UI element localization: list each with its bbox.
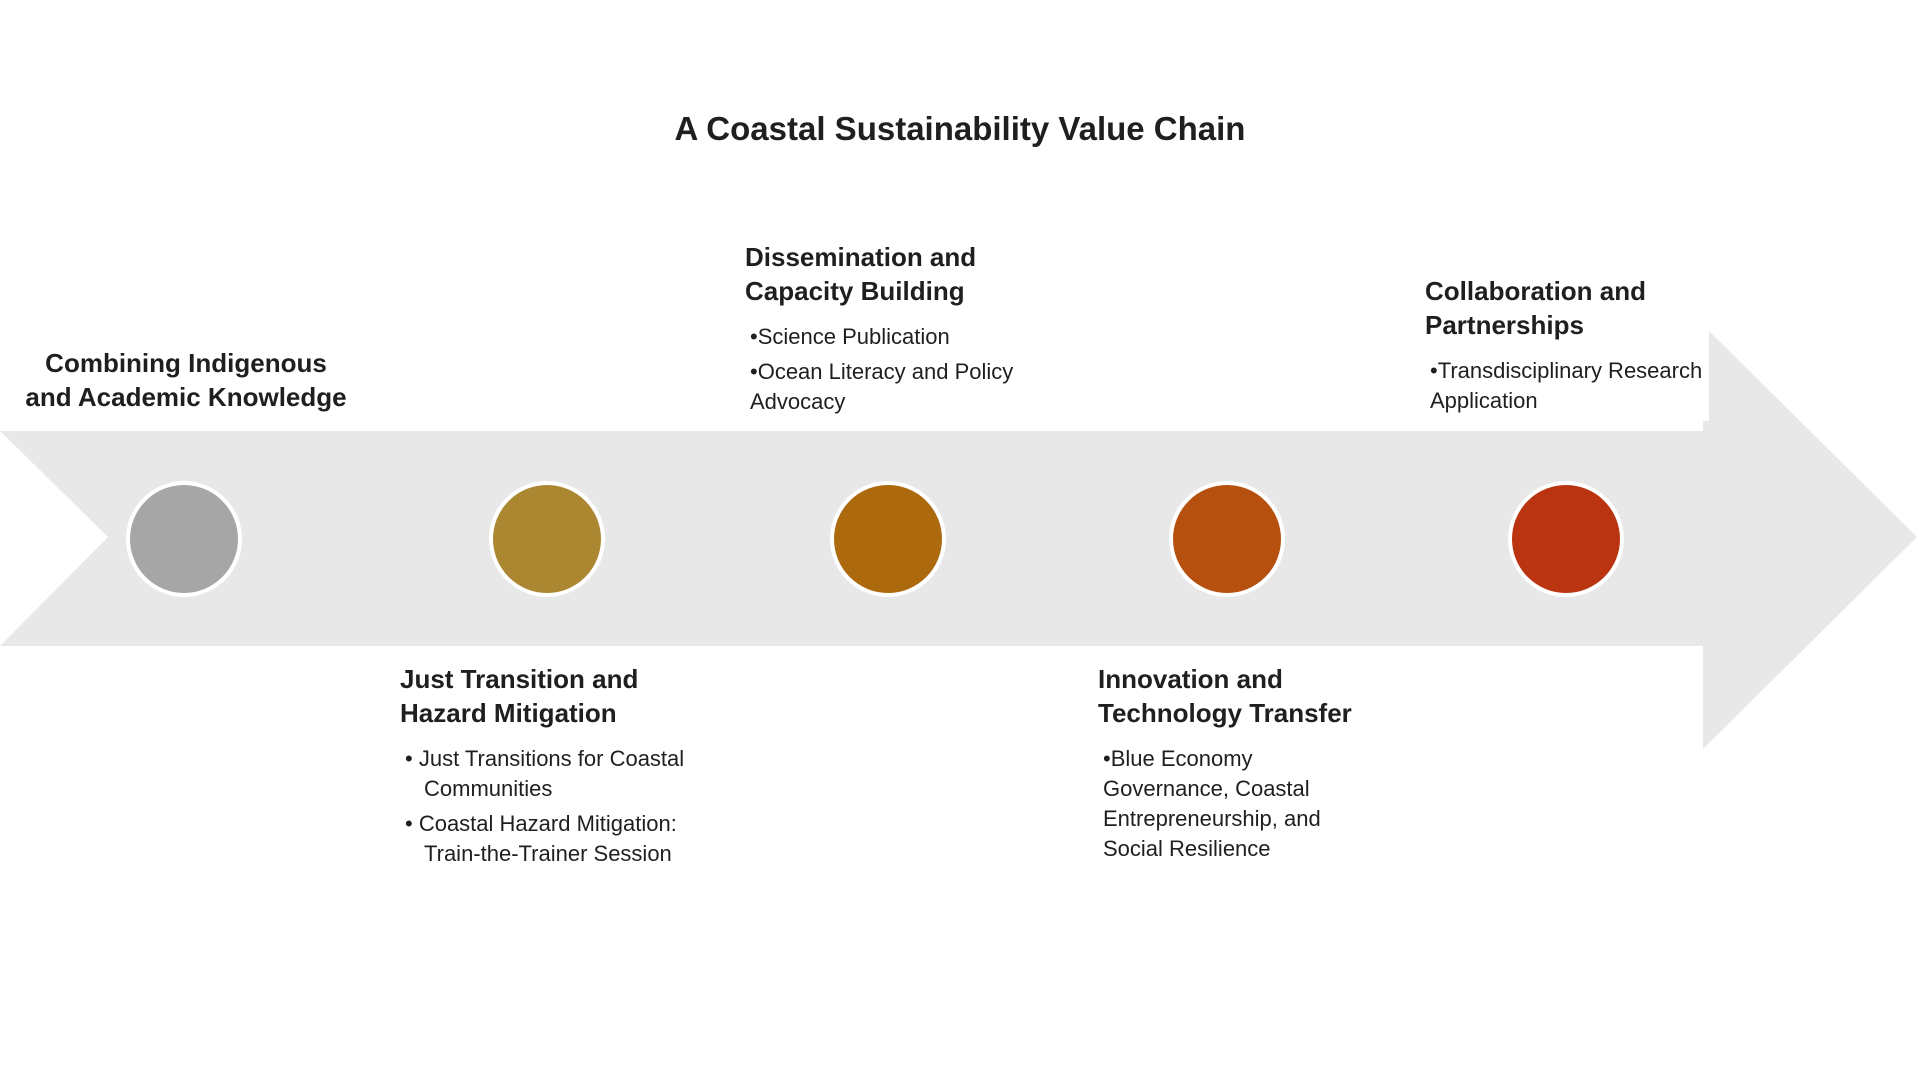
stage-label-dissemination: Dissemination and Capacity Building Scie…: [745, 240, 1035, 422]
stage-bullet-list: Science Publication Ocean Literacy and P…: [745, 322, 1035, 417]
stage-label-just-transition: Just Transition and Hazard Mitigation Ju…: [400, 662, 700, 874]
bullet-item: Just Transitions for Coastal Communities: [405, 744, 700, 804]
stage-title: Collaboration and Partnerships: [1425, 276, 1646, 340]
bullet-item: Science Publication: [750, 322, 1035, 352]
bullet-item: Blue Economy Governance, Coastal Entrepr…: [1103, 744, 1378, 864]
bullet-item: Ocean Literacy and Policy Advocacy: [750, 357, 1035, 417]
stage-circle-collaboration: [1508, 481, 1624, 597]
stage-bullet-list: Transdisciplinary Research Application: [1425, 356, 1709, 416]
stage-title: Just Transition and Hazard Mitigation: [400, 664, 639, 728]
stage-label-combining-knowledge: Combining Indigenous and Academic Knowle…: [16, 346, 356, 414]
stage-circle-dissemination: [830, 481, 946, 597]
stage-label-collaboration: Collaboration and Partnerships Transdisc…: [1425, 274, 1709, 421]
stage-bullet-list: Blue Economy Governance, Coastal Entrepr…: [1098, 744, 1378, 864]
bullet-item: Transdisciplinary Research Application: [1430, 356, 1709, 416]
stage-title: Innovation and Technology Transfer: [1098, 664, 1352, 728]
arrow-shape: [0, 325, 1917, 749]
stage-circle-innovation: [1169, 481, 1285, 597]
stage-bullet-list: Just Transitions for Coastal Communities…: [400, 744, 700, 869]
bullet-item: Coastal Hazard Mitigation: Train-the-Tra…: [405, 809, 700, 869]
stage-circle-combining-knowledge: [126, 481, 242, 597]
stage-title: Dissemination and Capacity Building: [745, 242, 977, 306]
stage-circle-just-transition: [489, 481, 605, 597]
diagram-title: A Coastal Sustainability Value Chain: [674, 110, 1246, 147]
stage-label-innovation: Innovation and Technology Transfer Blue …: [1098, 662, 1378, 869]
stage-title: Combining Indigenous and Academic Knowle…: [25, 348, 347, 412]
